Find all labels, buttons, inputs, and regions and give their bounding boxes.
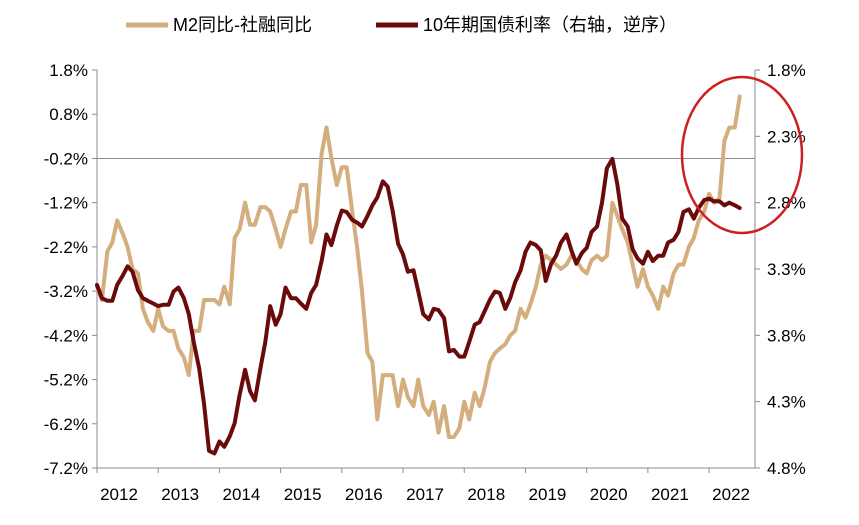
x-tick-label: 2012 [100, 485, 138, 504]
left-tick-label: -7.2% [44, 459, 88, 478]
left-tick-label: -4.2% [44, 326, 88, 345]
x-tick-label: 2022 [712, 485, 750, 504]
left-tick-label: -1.2% [44, 194, 88, 213]
left-tick-label: -6.2% [44, 415, 88, 434]
x-tick-label: 2013 [161, 485, 199, 504]
legend: M2同比-社融同比 10年期国债利率（右轴，逆序） [126, 15, 677, 35]
x-tick-label: 2014 [223, 485, 261, 504]
left-tick-label: -0.2% [44, 149, 88, 168]
x-tick-label: 2018 [467, 485, 505, 504]
x-tick-label: 2019 [529, 485, 567, 504]
right-tick-label: 4.8% [767, 459, 806, 478]
series-line-yield [95, 156, 742, 456]
series-line-m2-gap [95, 94, 742, 439]
left-tick-label: -5.2% [44, 371, 88, 390]
left-tick-label: 0.8% [49, 105, 88, 124]
x-tick-label: 2020 [590, 485, 628, 504]
right-tick-label: 1.8% [767, 61, 806, 80]
right-tick-label: 3.3% [767, 260, 806, 279]
tick-labels: 1.8% 0.8% -0.2% -1.2% -2.2% -3.2% -4.2% -5.2% -6… [44, 61, 806, 504]
x-tick-label: 2017 [406, 485, 444, 504]
right-tick-label: 2.3% [767, 127, 806, 146]
left-tick-label: 1.8% [49, 61, 88, 80]
legend-label-yield: 10年期国债利率（右轴，逆序） [423, 15, 677, 35]
legend-label-m2: M2同比-社融同比 [173, 15, 312, 35]
left-tick-label: -3.2% [44, 282, 88, 301]
x-tick-label: 2016 [345, 485, 383, 504]
right-tick-label: 2.8% [767, 194, 806, 213]
x-tick-label: 2021 [651, 485, 689, 504]
right-tick-label: 3.8% [767, 326, 806, 345]
axes [92, 69, 760, 473]
highlight-ellipse [680, 75, 804, 235]
x-tick-label: 2015 [284, 485, 322, 504]
left-tick-label: -2.2% [44, 238, 88, 257]
data-lines [95, 94, 742, 456]
right-tick-label: 4.3% [767, 393, 806, 412]
